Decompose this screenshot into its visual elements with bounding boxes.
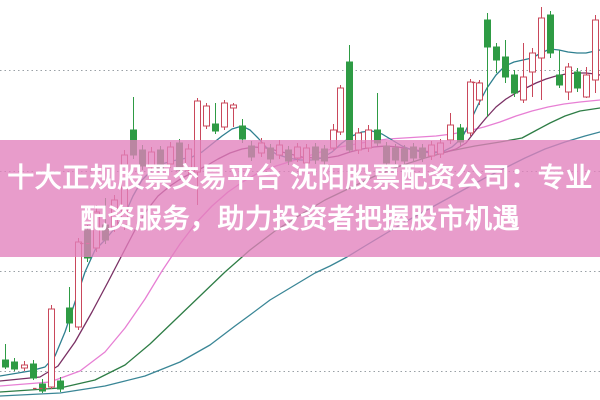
promo-banner: 十大正规股票交易平台 沈阳股票配资公司：专业 配资服务，助力投资者把握股市机遇 — [0, 140, 600, 257]
banner-text-line-1: 十大正规股票交易平台 沈阳股票配资公司：专业 — [7, 162, 593, 193]
banner-text-line-2: 配资服务，助力投资者把握股市机遇 — [80, 203, 520, 234]
